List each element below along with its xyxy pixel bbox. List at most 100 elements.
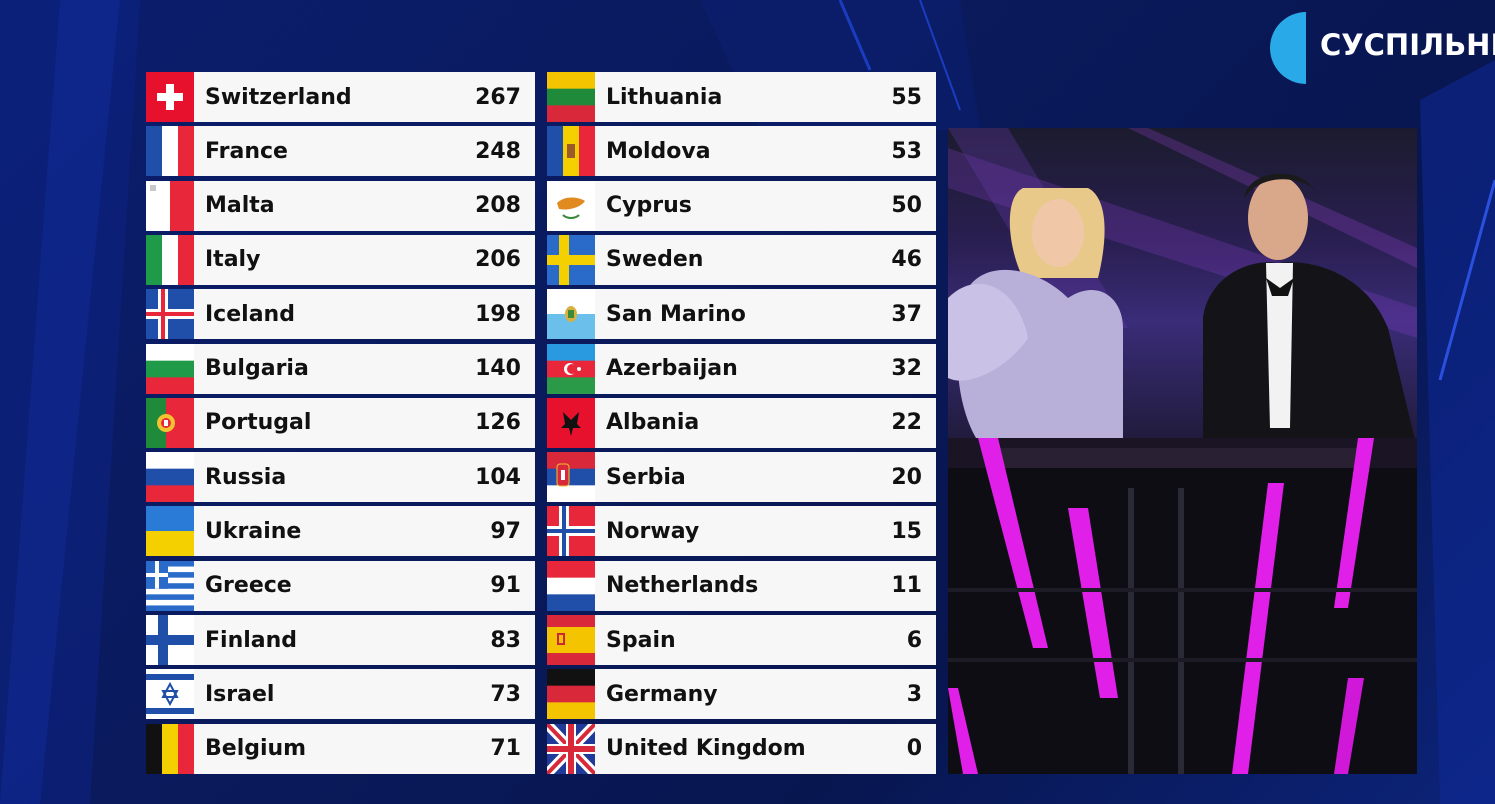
scoreboard-row-albania: Albania 22 <box>547 397 936 448</box>
malta-flag-icon <box>146 180 194 231</box>
scoreboard-row-switzerland: Switzerland 267 <box>146 72 535 122</box>
country-points: 208 <box>475 193 521 219</box>
ukraine-flag-icon <box>146 506 194 557</box>
country-points: 0 <box>906 736 922 762</box>
scoreboard-row-russia: Russia 104 <box>146 452 535 503</box>
country-points: 20 <box>891 464 922 490</box>
united-kingdom-flag-icon <box>547 723 595 774</box>
country-name: France <box>205 138 288 164</box>
scoreboard-row-netherlands: Netherlands 11 <box>547 560 936 611</box>
country-name: Belgium <box>205 736 307 762</box>
country-name: Israel <box>205 681 275 707</box>
finland-flag-icon <box>146 615 194 665</box>
country-name: Germany <box>606 681 718 707</box>
country-name: San Marino <box>606 301 746 327</box>
country-points: 140 <box>475 356 521 381</box>
scoreboard-row-azerbaijan: Azerbaijan 32 <box>547 343 936 394</box>
country-name: Italy <box>205 247 261 273</box>
country-name: Norway <box>606 518 700 544</box>
sweden-flag-icon <box>547 234 595 285</box>
country-name: Sweden <box>606 247 704 273</box>
host-video-feed <box>948 128 1417 774</box>
country-name: Netherlands <box>606 573 759 599</box>
country-name: Malta <box>205 193 275 219</box>
scoreboard-row-iceland: Iceland 198 <box>146 289 535 340</box>
country-points: 55 <box>891 84 922 110</box>
country-points: 6 <box>906 627 922 653</box>
scoreboard-row-germany: Germany 3 <box>547 669 936 720</box>
country-name: Serbia <box>606 464 686 490</box>
lithuania-flag-icon <box>547 72 595 122</box>
cyprus-flag-icon <box>547 180 595 231</box>
logo-mark-icon <box>1270 12 1306 84</box>
iceland-flag-icon <box>146 289 194 340</box>
switzerland-flag-icon <box>146 72 194 122</box>
norway-flag-icon <box>547 506 595 557</box>
country-name: Finland <box>205 627 298 653</box>
country-points: 83 <box>490 627 521 653</box>
scoreboard-row-israel: Israel 73 <box>146 669 535 720</box>
portugal-flag-icon <box>146 397 194 448</box>
netherlands-flag-icon <box>547 560 595 611</box>
scoreboard-row-italy: Italy 206 <box>146 234 535 285</box>
azerbaijan-flag-icon <box>547 343 595 394</box>
albania-flag-icon <box>547 397 595 448</box>
scoreboard-row-malta: Malta 208 <box>146 180 535 231</box>
scoreboard-row-belgium: Belgium 71 <box>146 723 535 774</box>
country-points: 198 <box>475 301 521 327</box>
moldova-flag-icon <box>547 126 595 177</box>
scoreboard-row-greece: Greece 91 <box>146 560 535 611</box>
country-name: Spain <box>606 627 676 653</box>
scoreboard-row-bulgaria: Bulgaria 140 <box>146 343 535 394</box>
country-points: 71 <box>490 736 521 762</box>
country-name: Switzerland <box>205 84 352 110</box>
belgium-flag-icon <box>146 723 194 774</box>
stage-scene <box>948 128 1417 774</box>
country-points: 267 <box>475 84 521 110</box>
scoreboard-row-serbia: Serbia 20 <box>547 452 936 503</box>
italy-flag-icon <box>146 234 194 285</box>
female-host-figure <box>948 188 1123 448</box>
country-points: 126 <box>475 410 521 436</box>
scoreboard-row-united-kingdom: United Kingdom 0 <box>547 723 936 774</box>
france-flag-icon <box>146 126 194 177</box>
country-points: 73 <box>490 681 521 707</box>
san-marino-flag-icon <box>547 289 595 340</box>
country-name: Albania <box>606 410 700 436</box>
scoreboard-row-ukraine: Ukraine 97 <box>146 506 535 557</box>
country-name: Greece <box>205 573 292 599</box>
country-points: 46 <box>891 247 922 273</box>
country-name: Moldova <box>606 138 711 164</box>
serbia-flag-icon <box>547 452 595 503</box>
country-name: United Kingdom <box>606 736 806 762</box>
country-name: Azerbaijan <box>606 356 738 381</box>
country-points: 50 <box>891 193 922 219</box>
country-name: Cyprus <box>606 193 692 219</box>
scoreboard-row-portugal: Portugal 126 <box>146 397 535 448</box>
scoreboard-row-france: France 248 <box>146 126 535 177</box>
scoreboard-row-norway: Norway 15 <box>547 506 936 557</box>
country-points: 91 <box>490 573 521 599</box>
country-points: 248 <box>475 138 521 164</box>
country-points: 32 <box>891 356 922 381</box>
country-points: 11 <box>891 573 922 599</box>
country-points: 22 <box>891 410 922 436</box>
country-points: 97 <box>490 518 521 544</box>
scoreboard-row-san-marino: San Marino 37 <box>547 289 936 340</box>
country-points: 53 <box>891 138 922 164</box>
male-host-figure <box>1203 173 1417 448</box>
israel-flag-icon <box>146 669 194 720</box>
country-points: 15 <box>891 518 922 544</box>
spain-flag-icon <box>547 615 595 665</box>
country-name: Bulgaria <box>205 356 309 381</box>
country-name: Lithuania <box>606 84 723 110</box>
country-name: Russia <box>205 464 287 490</box>
country-name: Portugal <box>205 410 312 436</box>
logo-text: СУСПІЛЬНЕ <box>1320 28 1495 62</box>
scoreboard-row-spain: Spain 6 <box>547 615 936 665</box>
country-points: 104 <box>475 464 521 490</box>
scoreboard-row-sweden: Sweden 46 <box>547 234 936 285</box>
scoreboard-row-moldova: Moldova 53 <box>547 126 936 177</box>
country-points: 37 <box>891 301 922 327</box>
